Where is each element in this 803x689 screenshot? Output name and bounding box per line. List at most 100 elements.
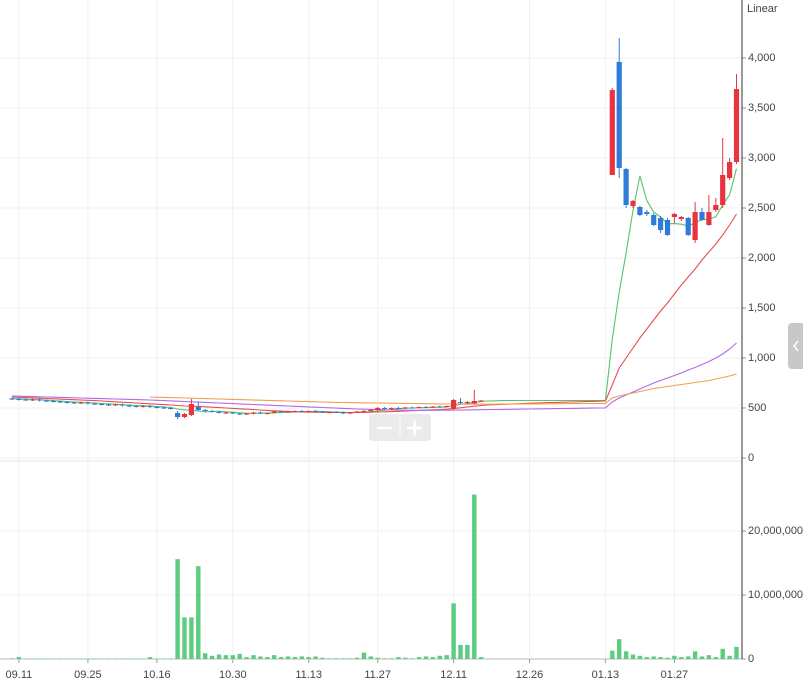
x-tick-label: 01.13 [592,669,620,681]
candle-body [685,218,691,235]
volume-bar [161,658,166,660]
volume-bar [216,654,222,659]
x-tick-label: 12.26 [516,669,544,681]
volume-bar [630,654,636,659]
volume-bar [699,656,705,659]
volume-bar [313,656,318,659]
x-tick-label: 11.13 [295,669,322,681]
volume-bar [23,658,28,660]
candle-body [368,410,374,411]
candle-body [692,212,698,240]
candle-body [630,201,636,206]
volume-bar [85,658,91,660]
candle-body [202,410,208,411]
candle-body [299,411,305,412]
candle-body [609,90,615,175]
volume-y-tick-label: 0 [748,653,754,665]
candle-body [168,408,174,409]
volume-bar [168,658,173,660]
moving-average-line [149,373,737,405]
y-tick-label: 3,000 [748,152,776,164]
volume-bar [320,657,325,659]
volume-bar [92,658,97,660]
volume-bar [203,653,208,659]
candle-body [23,399,29,401]
candle-body [347,412,353,414]
x-tick-label: 12.11 [440,669,467,681]
volume-bar [334,658,339,659]
candle-body [244,413,250,415]
y-tick-label: 3,500 [748,102,776,114]
x-tick-label: 09.11 [6,669,33,681]
y-tick-label: 2,500 [748,202,776,214]
candle-body [147,406,153,407]
candle-body [85,402,91,404]
candle-body [678,217,684,219]
volume-bar [278,657,284,659]
candle-body [471,401,477,404]
volume-bar [51,658,56,660]
volume-bar [258,656,263,659]
volume-bar [430,657,436,659]
y-tick-label: 0 [748,452,754,464]
volume-bar [686,656,691,659]
candle-body [126,405,132,407]
candle-body [50,401,56,402]
volume-bar [265,657,270,659]
volume-bar [410,658,415,659]
volume-bar [361,652,367,659]
volume-bar [637,655,643,659]
candle-body [437,406,443,408]
candle-body [106,404,112,406]
candle-body [313,411,319,412]
y-tick-label: 1,000 [748,352,776,364]
candle-body [43,400,50,402]
volume-bar [458,644,463,659]
volume-bar [368,656,373,659]
volume-bar [623,651,629,659]
candle-body [423,407,429,408]
candle-body [37,399,43,401]
x-tick-label: 11.27 [364,669,391,681]
volume-bar [9,658,15,659]
volume-bar [196,566,201,659]
volume-bar [209,655,215,659]
moving-average-line [11,342,737,411]
volume-bar [327,658,332,659]
volume-bar [610,650,615,659]
candle-body [278,411,284,413]
y-tick-label: 500 [748,402,766,414]
candle-body [451,400,457,409]
candle-body [713,205,719,210]
candle-body [78,402,84,404]
candle-body [216,412,222,413]
volume-bar [403,657,408,659]
candle-body [664,220,671,235]
volume-bar [651,656,656,659]
volume-bar [223,655,229,659]
candle-body [464,402,470,403]
candle-body [257,412,263,414]
volume-bar [120,658,125,660]
candle-body [9,398,15,400]
volume-bar [16,657,22,659]
candle-body [388,408,395,409]
candle-body [271,411,277,413]
x-tick-label: 09.25 [74,669,102,681]
volume-bar [375,657,380,659]
volume-bar [189,617,194,659]
candle-body [92,403,98,405]
volume-bar [71,658,77,660]
volume-bar [347,658,353,659]
volume-bar [706,655,712,659]
side-panel-toggle[interactable] [788,323,803,369]
candle-body [209,411,215,412]
volume-bar [727,655,732,659]
candle-body [340,412,346,414]
volume-bar [140,658,146,660]
candle-body [154,407,160,408]
volume-bar [644,657,649,659]
candle-body [361,411,367,412]
volume-bar [182,617,187,659]
